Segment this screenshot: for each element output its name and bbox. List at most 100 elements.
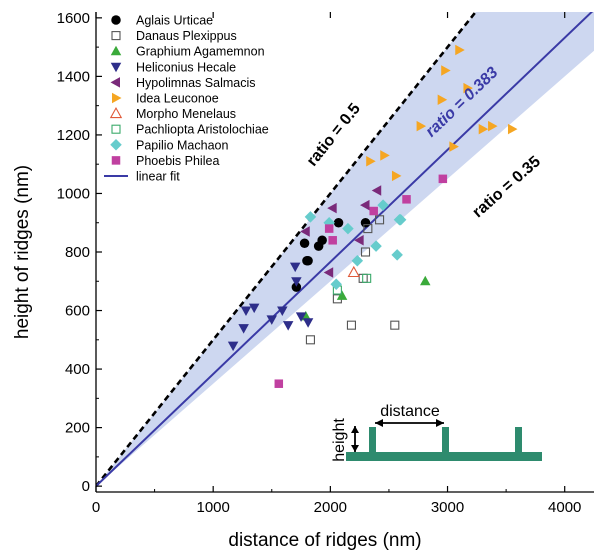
x-tick-label: 0: [92, 499, 100, 516]
data-point: [346, 320, 356, 330]
legend-marker: [111, 124, 121, 134]
legend-marker: [112, 92, 122, 104]
y-tick-label: 1400: [57, 68, 90, 85]
y-tick-label: 0: [82, 478, 90, 495]
data-point: [274, 379, 284, 388]
inset-ridge: [515, 427, 522, 454]
legend-entry: Idea Leuconoe: [112, 92, 219, 106]
data-point: [240, 306, 252, 317]
legend-entry: Papilio Machaon: [110, 138, 228, 152]
data-point: [507, 123, 518, 135]
y-tick-label: 400: [65, 361, 90, 378]
data-point: [455, 44, 465, 56]
data-point: [323, 267, 334, 278]
series-papilio-machaon: [304, 199, 407, 290]
data-point: [317, 235, 327, 246]
legend-entry: Pachliopta Aristolochiae: [111, 123, 269, 137]
legend-entry: Danaus Plexippus: [111, 29, 237, 43]
x-axis-title: distance of ridges (nm): [228, 530, 421, 550]
data-point: [363, 224, 373, 234]
legend-label: Graphium Agamemnon: [136, 45, 265, 59]
data-point: [304, 211, 317, 223]
data-point: [295, 312, 307, 322]
data-point: [463, 82, 473, 94]
height-arrowhead-top: [351, 426, 359, 433]
legend-entry: Heliconius Hecale: [110, 60, 236, 74]
data-point: [360, 199, 370, 211]
y-tick-label: 600: [65, 303, 90, 320]
data-point: [377, 199, 389, 211]
legend-label: Heliconius Hecale: [136, 60, 236, 74]
data-point: [302, 318, 314, 328]
legend-label: Hypolimnas Salmacis: [136, 76, 255, 90]
legend-marker: [110, 77, 120, 88]
data-point: [277, 306, 288, 317]
y-axis-title: height of ridges (nm): [12, 165, 33, 339]
x-tick-label: 3000: [431, 499, 464, 516]
legend-label: linear fit: [136, 170, 180, 184]
ratio-label-0: ratio = 0.5: [304, 100, 364, 169]
data-point: [227, 341, 239, 352]
legend-entry: Morpho Menelaus: [109, 106, 236, 121]
y-tick-label: 1000: [57, 185, 90, 202]
data-point: [289, 262, 301, 273]
inset-base: [346, 452, 542, 461]
y-tick-label: 1200: [57, 127, 90, 144]
series-aglais-urticae: [291, 217, 371, 292]
data-point: [354, 235, 364, 246]
legend-label: Phoebis Philea: [136, 154, 219, 168]
distance-arrowhead-left: [375, 419, 383, 427]
y-tick-label: 1600: [57, 10, 90, 27]
height-label: height: [331, 418, 348, 462]
data-point: [437, 94, 448, 106]
inset-ridge: [442, 427, 449, 454]
legend-marker: [111, 15, 121, 25]
ridge-inset-diagram: distance height: [331, 403, 542, 462]
data-point: [342, 222, 354, 235]
legend-entry: Phoebis Philea: [111, 154, 219, 168]
data-point: [328, 236, 337, 245]
data-point: [303, 256, 313, 266]
data-point: [300, 226, 310, 237]
legend-marker: [111, 31, 121, 41]
data-point: [391, 170, 402, 182]
ratio-line-1: [96, 12, 594, 487]
data-point: [375, 215, 385, 225]
y-tick-label: 200: [65, 420, 90, 437]
data-point: [291, 277, 302, 287]
data-point: [391, 249, 403, 261]
y-tick-label: 800: [65, 244, 90, 261]
x-tick-label: 1000: [196, 499, 229, 516]
distance-arrowhead-right: [436, 419, 444, 427]
legend-marker: [109, 106, 123, 119]
data-point: [282, 321, 294, 331]
series-morpho-menelaus: [347, 265, 360, 278]
data-point: [327, 202, 337, 214]
legend-entry: Graphium Agamemnon: [110, 45, 265, 59]
legend-marker: [110, 62, 122, 73]
data-point: [336, 290, 348, 300]
data-point: [416, 120, 427, 132]
data-point: [369, 206, 378, 216]
inset-ridge: [369, 427, 376, 454]
data-point: [238, 324, 249, 334]
ratio-lines-layer: [96, 12, 594, 487]
data-point: [299, 238, 310, 248]
data-point: [370, 240, 382, 252]
legend-label: Morpho Menelaus: [136, 107, 236, 121]
data-point: [351, 255, 364, 267]
data-point: [438, 174, 448, 184]
data-point: [360, 247, 371, 257]
series-phoebis-philea: [274, 174, 448, 388]
x-tick-label: 4000: [548, 499, 581, 516]
series-idea-leuconoe: [366, 44, 518, 182]
data-point: [362, 273, 372, 283]
data-point: [324, 224, 334, 233]
data-point: [449, 141, 459, 152]
data-point: [371, 185, 382, 196]
data-point: [360, 217, 371, 228]
data-point: [488, 120, 498, 132]
data-point: [441, 65, 451, 76]
legend-marker: [110, 139, 122, 151]
